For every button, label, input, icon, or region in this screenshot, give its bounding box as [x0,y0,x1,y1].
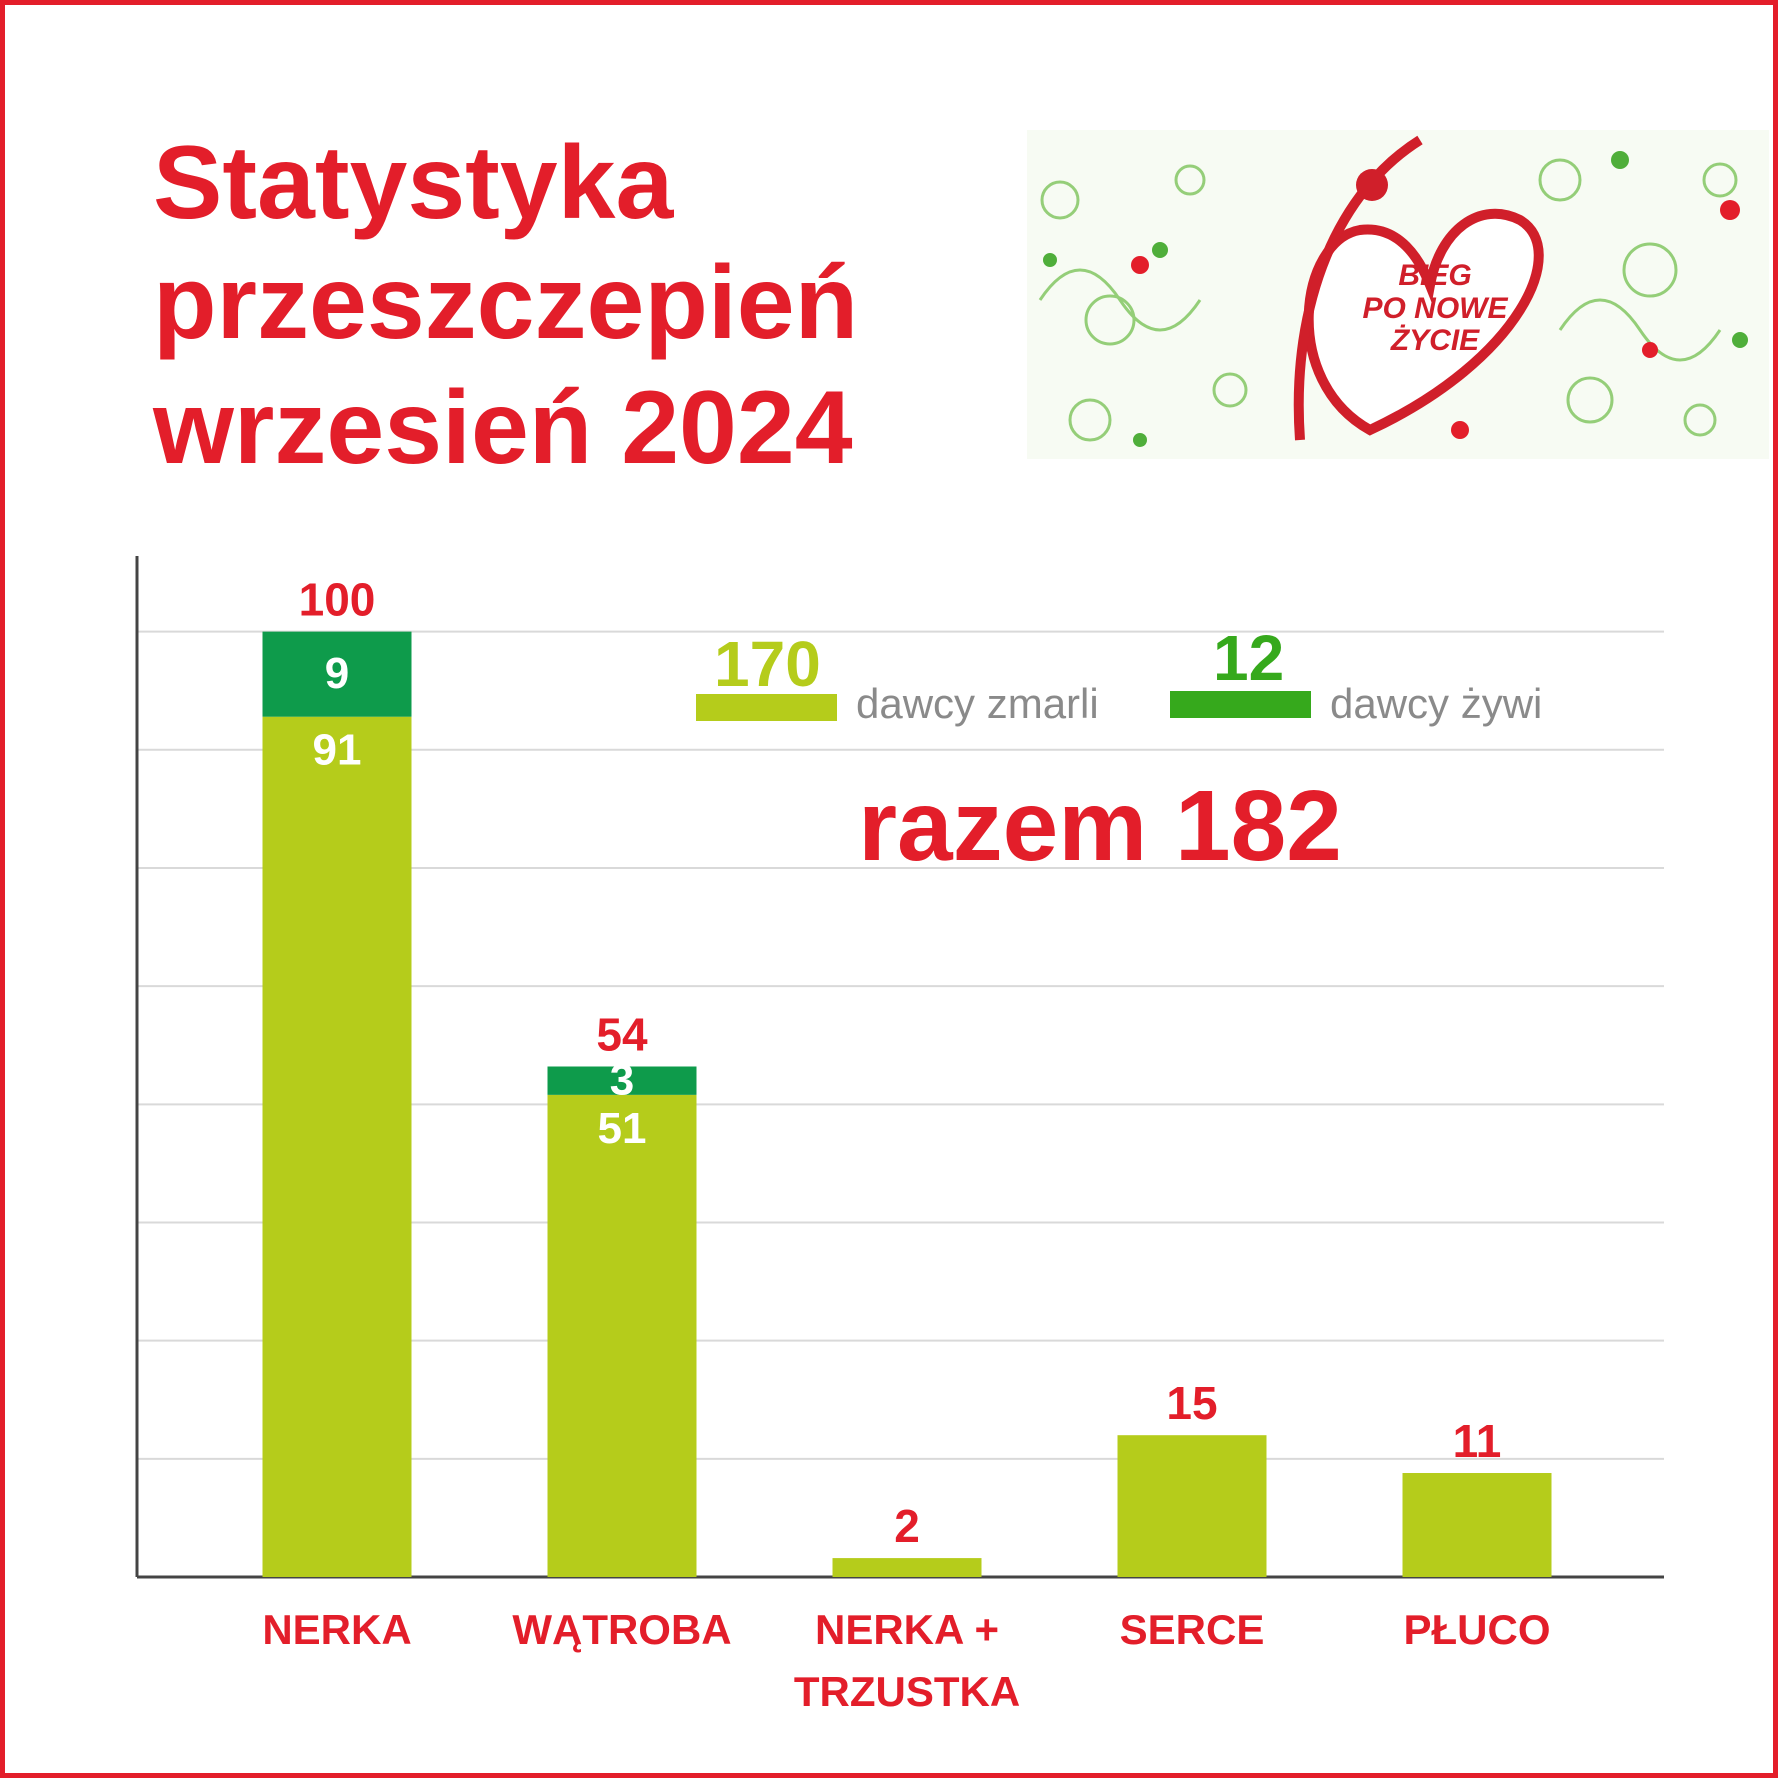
bar-segment [547,1066,697,1095]
total-label: 100 [299,574,376,626]
total-label: 15 [1166,1377,1217,1429]
legend-label: dawcy zmarli [856,680,1099,727]
logo-text: PO NOWE [1362,292,1508,325]
legend-swatch [696,694,837,721]
bar-segment [262,631,412,717]
bar-segment [832,1558,982,1577]
x-tick-label: PŁUCO [1403,1606,1551,1653]
total-label: 11 [1453,1415,1502,1467]
bar-segment [1117,1435,1267,1577]
logo: BIEG PO NOWE ŻYCIE [1027,130,1769,459]
segment-label: 51 [598,1104,647,1153]
legend-total: 12 [1213,622,1284,694]
segment-label: 91 [313,726,362,775]
x-tick-label: SERCE [1119,1606,1265,1653]
x-tick-label: NERKA [262,1606,412,1653]
total-label: 54 [596,1009,648,1061]
logo-text: BIEG [1398,259,1471,292]
title-line: wrzesień 2024 [152,370,853,486]
legend-label: dawcy żywi [1330,680,1542,727]
bar-segment [547,1094,697,1577]
x-tick-label: WĄTROBA [512,1606,732,1653]
title-line: przeszczepień [153,245,858,361]
logo-text: ŻYCIE [1390,324,1480,357]
bar-segment [262,716,412,1577]
legend-total: 170 [714,628,821,700]
title-line: Statystyka [153,125,674,241]
bar-segment [1402,1473,1552,1577]
total-label: 2 [894,1500,920,1552]
legend-swatch [1170,691,1311,718]
segment-label: 9 [325,649,349,698]
x-tick-label: NERKA + TRZUSTKA [793,1606,1021,1715]
annotation: razem 182 [858,770,1342,882]
segment-label: 3 [610,1056,634,1105]
